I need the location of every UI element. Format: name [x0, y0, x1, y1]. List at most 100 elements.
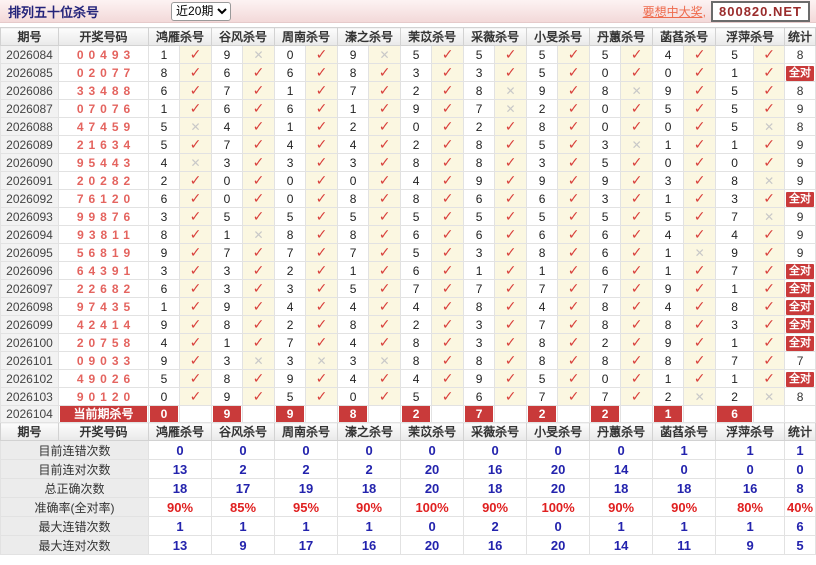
kill-number-cell: 8: [400, 333, 433, 352]
check-icon: ✓: [763, 82, 775, 99]
check-icon: ✓: [252, 100, 265, 117]
period-cell: 2026100: [0, 333, 59, 352]
result-cell: ✓: [368, 369, 402, 388]
kill-number-cell: 0: [337, 171, 370, 190]
result-cell: ✓: [494, 369, 528, 388]
summary-value: 90%: [337, 497, 402, 517]
check-icon: ✓: [189, 172, 202, 189]
kill-number-cell: 7: [274, 333, 307, 352]
check-icon: ✓: [763, 280, 775, 297]
result-cell-empty: [305, 405, 339, 423]
summary-value: 2: [337, 459, 402, 479]
kill-number-cell: 1: [337, 261, 370, 280]
stat-cell: 全对: [784, 279, 816, 298]
summary-value: 16: [337, 535, 402, 555]
col-header-expert-6: 采薇杀号: [463, 422, 528, 441]
col-header-expert-7: 小旻杀号: [526, 27, 591, 46]
kill-number-cell: 0: [337, 387, 370, 406]
result-cell: ✓: [368, 171, 402, 190]
kill-number-cell: 8: [463, 351, 496, 370]
period-range-select[interactable]: 近20期: [171, 1, 232, 21]
result-cell: ✓: [494, 117, 528, 136]
summary-value: 20: [526, 478, 591, 498]
kill-number-cell: 4: [211, 117, 244, 136]
table-row: 2026092 76120 6 ✓ 0 ✓ 0 ✓ 8 ✓ 8 ✓ 6 ✓ 6 ✓ 3 ✓ 1 ✓ 3 ✓ 全对: [0, 189, 816, 208]
result-cell: ✕: [620, 135, 654, 154]
kill-number-cell: 9: [148, 243, 180, 262]
check-icon: ✓: [441, 118, 454, 135]
result-cell: ✓: [242, 207, 276, 226]
check-icon: ✓: [504, 226, 517, 243]
result-cell: ✓: [557, 369, 591, 388]
result-cell: ✓: [178, 369, 213, 388]
period-cell: 2026088: [0, 117, 59, 136]
current-label-cell: 当前期杀号: [58, 405, 149, 423]
kill-number-cell: 9: [148, 351, 180, 370]
winning-numbers: 07076: [58, 99, 149, 118]
result-cell: ✓: [305, 243, 339, 262]
check-icon: ✓: [189, 352, 202, 369]
result-cell: ✓: [557, 225, 591, 244]
kill-number-cell: 6: [148, 189, 180, 208]
result-cell: ✓: [242, 171, 276, 190]
current-kill-badge: 8: [339, 406, 368, 422]
result-cell: ✓: [242, 117, 276, 136]
check-icon: ✓: [630, 388, 643, 405]
stat-cell: 8: [784, 81, 816, 100]
summary-value: 90%: [589, 497, 654, 517]
col-header-expert-6: 采薇杀号: [463, 27, 528, 46]
period-cell: 2026091: [0, 171, 59, 190]
check-icon: ✓: [567, 208, 580, 225]
kill-number-cell: 6: [274, 99, 307, 118]
summary-row: 最大连对次数 13 9 17 16 20 16 20 14 11 9 5: [0, 535, 816, 555]
kill-number-cell: 7: [211, 135, 244, 154]
check-icon: ✓: [763, 244, 775, 261]
kill-number-cell: 2: [148, 171, 180, 190]
check-icon: ✓: [763, 154, 775, 171]
col-header-stat: 统计: [784, 27, 816, 46]
result-cell: ✓: [494, 135, 528, 154]
check-icon: ✓: [252, 208, 265, 225]
result-cell: ✓: [242, 261, 276, 280]
result-cell: ✕: [753, 387, 786, 406]
site-domain-link[interactable]: 800820.NET: [711, 0, 810, 22]
period-cell: 2026099: [0, 315, 59, 334]
result-cell: ✓: [368, 333, 402, 352]
title-bar: 排列五十位杀号 近20期 要想中大奖, 800820.NET: [0, 0, 816, 23]
result-cell: ✓: [368, 225, 402, 244]
check-icon: ✓: [504, 244, 517, 261]
check-icon: ✓: [504, 64, 517, 81]
current-kill-cell: 8: [337, 405, 370, 423]
result-cell: ✓: [557, 387, 591, 406]
winning-numbers: 09033: [58, 351, 149, 370]
summary-value: 0: [337, 440, 402, 460]
result-cell: ✓: [431, 207, 465, 226]
period-cell: 2026096: [0, 261, 59, 280]
winning-numbers: 33488: [58, 81, 149, 100]
kill-number-cell: 3: [715, 189, 755, 208]
result-cell: ✓: [683, 189, 717, 208]
cross-icon: ✕: [764, 209, 775, 224]
result-cell: ✓: [557, 171, 591, 190]
current-kill-cell: 6: [715, 405, 755, 423]
promo-link[interactable]: 要想中大奖,: [642, 4, 706, 19]
cross-icon: ✕: [764, 389, 775, 404]
winning-numbers: 95443: [58, 153, 149, 172]
summary-value: 20: [400, 478, 465, 498]
check-icon: ✓: [252, 244, 265, 261]
kill-number-cell: 7: [715, 261, 755, 280]
summary-value: 0: [400, 440, 465, 460]
col-header-expert-3: 周南杀号: [274, 27, 339, 46]
check-icon: ✓: [378, 316, 391, 333]
result-cell: ✓: [620, 207, 654, 226]
check-icon: ✓: [504, 136, 517, 153]
stat-cell: 9: [784, 171, 816, 190]
kill-number-cell: 7: [526, 387, 559, 406]
result-cell: ✓: [242, 99, 276, 118]
summary-stat-value: 0: [784, 459, 816, 479]
kill-number-cell: 9: [211, 297, 244, 316]
current-period-label: 当前期杀号: [60, 406, 147, 422]
check-icon: ✓: [693, 316, 706, 333]
result-cell: ✓: [753, 279, 786, 298]
summary-stat-value: 5: [784, 535, 816, 555]
